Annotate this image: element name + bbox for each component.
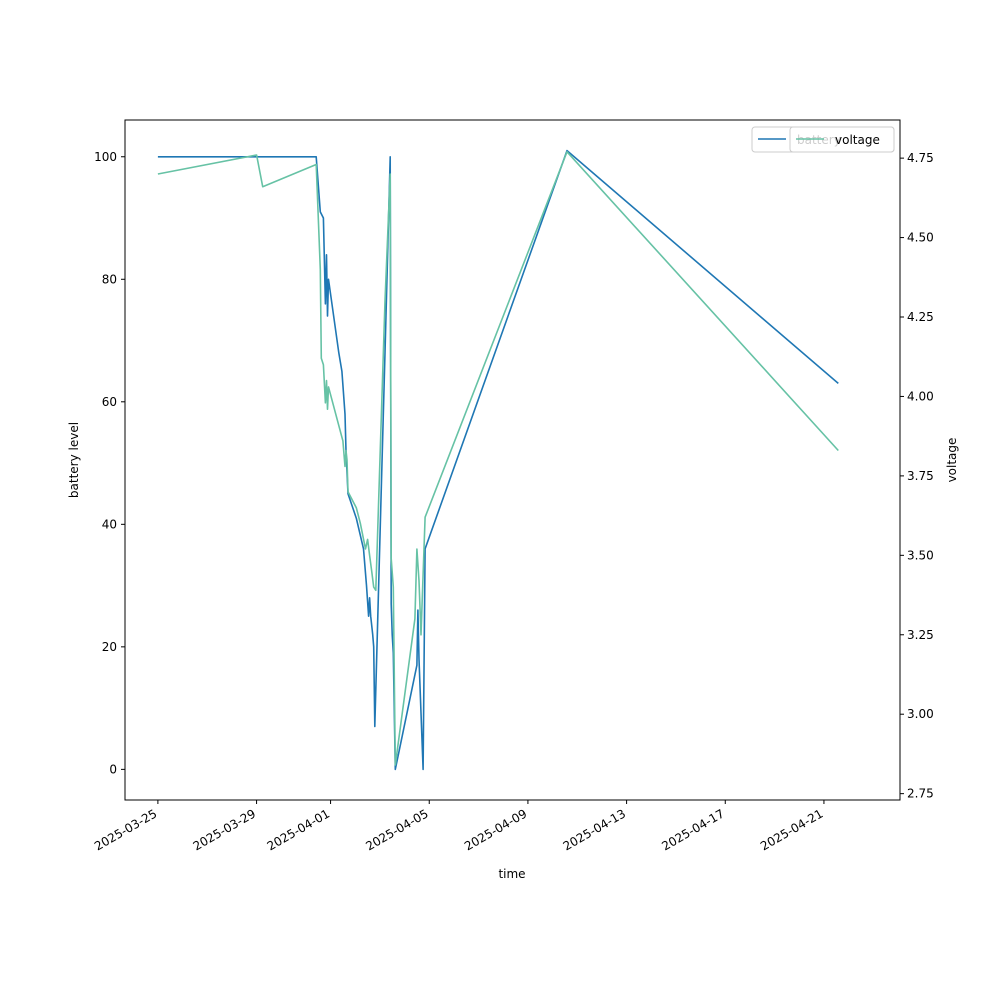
y2-tick-label: 4.00	[907, 389, 934, 403]
legend-voltage-box	[789, 126, 895, 153]
y-tick-label: 20	[102, 640, 117, 654]
y2-tick-label: 3.00	[907, 707, 934, 721]
y2-tick-label: 4.75	[907, 151, 934, 165]
y-axis-label: battery level	[67, 422, 81, 498]
x-axis-label: time	[498, 867, 525, 881]
series-layer	[157, 149, 839, 771]
legend-voltage: voltage	[789, 126, 895, 153]
y2-tick-label: 4.50	[907, 231, 934, 245]
y-tick-label: 0	[109, 762, 117, 776]
y2-axis-label: voltage	[945, 438, 959, 483]
y-tick-label: 40	[102, 517, 117, 531]
y-tick-label: 80	[102, 272, 117, 286]
y2-tick-label: 3.25	[907, 628, 934, 642]
y2-tick-label: 3.75	[907, 469, 934, 483]
series-line-voltage	[157, 151, 839, 766]
y2-tick-label: 3.50	[907, 548, 934, 562]
y-tick-label: 100	[94, 150, 117, 164]
y2-tick-label: 4.25	[907, 310, 934, 324]
y2-tick-label: 2.75	[907, 787, 934, 801]
y-axis-right: 2.75 3.00 3.25 3.50 3.75 4.00 4.25 4.50 4.75	[900, 151, 934, 801]
plot-frame	[124, 119, 901, 801]
legend-voltage-label: voltage	[835, 133, 880, 147]
series-line-battery	[157, 149, 839, 771]
y-axis-left: 0 20 40 60 80 100	[94, 150, 125, 776]
y-tick-label: 60	[102, 395, 117, 409]
